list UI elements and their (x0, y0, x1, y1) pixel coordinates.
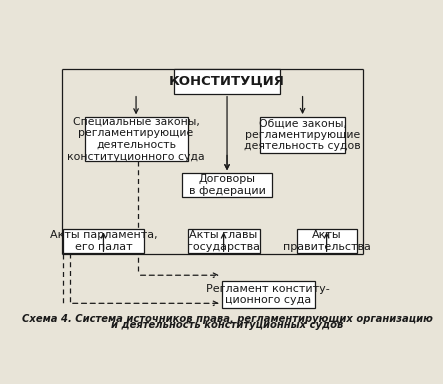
Text: Договоры
в федерации: Договоры в федерации (189, 174, 265, 196)
FancyBboxPatch shape (63, 229, 144, 253)
FancyBboxPatch shape (174, 70, 280, 94)
FancyBboxPatch shape (296, 229, 357, 253)
FancyBboxPatch shape (85, 118, 187, 161)
FancyBboxPatch shape (187, 229, 260, 253)
Text: Схема 4. Система источников права, регламентирующих организацию: Схема 4. Система источников права, регла… (22, 314, 432, 324)
Text: и деятельность конституционных судов: и деятельность конституционных судов (111, 321, 343, 331)
Text: Специальные законы,
регламентирующие
деятельность
конституционного суда: Специальные законы, регламентирующие дея… (67, 117, 205, 162)
FancyBboxPatch shape (260, 117, 346, 152)
Text: Акты главы
государства: Акты главы государства (187, 230, 260, 252)
Text: Регламент конститу-
ционного суда: Регламент конститу- ционного суда (206, 284, 330, 305)
FancyBboxPatch shape (183, 173, 272, 197)
Text: КОНСТИТУЦИЯ: КОНСТИТУЦИЯ (169, 75, 285, 88)
Text: Акты
правительства: Акты правительства (283, 230, 370, 252)
Text: Общие законы,
регламентирующие
деятельность судов: Общие законы, регламентирующие деятельно… (244, 118, 361, 151)
Text: Акты парламента,
его палат: Акты парламента, его палат (50, 230, 157, 252)
FancyBboxPatch shape (222, 281, 315, 308)
